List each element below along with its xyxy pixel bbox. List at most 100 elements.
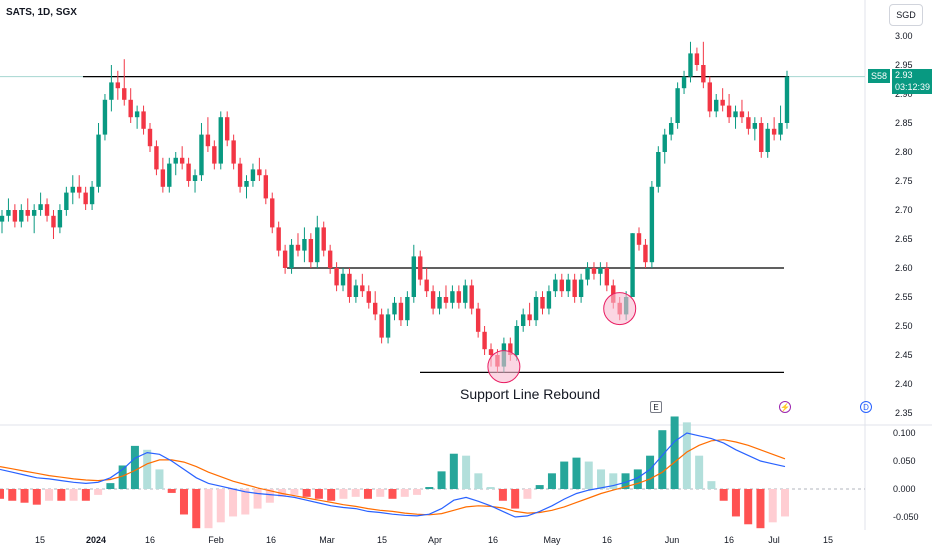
time-axis-tick: 2024	[86, 535, 106, 545]
macd-histogram-bar	[781, 489, 789, 517]
candle-body	[167, 163, 172, 187]
candle-body	[591, 268, 597, 274]
candle-body	[488, 349, 494, 355]
macd-histogram-bar	[327, 489, 336, 501]
candle-body	[96, 134, 101, 187]
time-axis-tick: Apr	[428, 535, 442, 545]
candle-body	[57, 210, 63, 228]
macd-histogram-bar	[621, 473, 630, 489]
candle-body	[83, 192, 88, 205]
candle-body	[514, 326, 519, 355]
candle-body	[205, 134, 211, 147]
candle-body	[51, 215, 56, 228]
macd-histogram-bar	[597, 469, 606, 489]
macd-histogram-bar	[425, 487, 434, 489]
price-axis-tick: 2.45	[895, 350, 913, 360]
macd-histogram-bar	[498, 489, 507, 501]
candle-body	[308, 239, 314, 263]
macd-histogram-bar	[143, 449, 152, 489]
price-axis-tick: 3.00	[895, 31, 913, 41]
last-price-box: 2.93 03:12:39	[892, 69, 932, 94]
macd-histogram-bar	[0, 489, 4, 499]
time-axis-tick: 16	[488, 535, 498, 545]
macd-histogram-bar	[69, 489, 78, 501]
candle-body	[681, 76, 687, 89]
candle-body	[6, 210, 11, 216]
candle-body	[0, 215, 5, 222]
highlight-circle	[603, 292, 637, 326]
macd-histogram-bar	[81, 489, 90, 501]
macd-histogram-bar	[314, 489, 323, 499]
dividend-event-marker[interactable]: D	[860, 401, 872, 413]
macd-histogram-bar	[682, 422, 691, 489]
macd-axis-tick: -0.050	[893, 512, 919, 522]
candle-body	[38, 204, 43, 210]
macd-histogram-bar	[363, 489, 372, 499]
currency-button[interactable]: SGD	[889, 4, 923, 26]
candle-body	[360, 285, 365, 292]
macd-histogram-bar	[241, 489, 250, 515]
candle-body	[469, 285, 474, 309]
macd-histogram-bar	[449, 453, 458, 489]
time-axis-tick: Feb	[208, 535, 224, 545]
earnings-event-marker[interactable]: E	[650, 401, 662, 413]
candle-body	[250, 169, 256, 181]
candle-body	[598, 268, 603, 274]
macd-histogram-bar	[756, 489, 765, 529]
macd-histogram-bar	[437, 471, 446, 489]
symbol-label: SATS, 1D, SGX	[6, 7, 77, 18]
macd-line	[0, 432, 786, 518]
macd-histogram-bar	[204, 489, 213, 529]
candle-body	[128, 99, 133, 118]
split-event-marker[interactable]: ⚡	[779, 401, 791, 413]
candle-body	[784, 76, 790, 123]
candle-body	[656, 152, 661, 187]
macd-axis-tick: 0.100	[893, 428, 916, 438]
time-axis-tick: 16	[602, 535, 612, 545]
price-axis-tick: 2.70	[895, 205, 913, 215]
time-axis-tick: 16	[145, 535, 155, 545]
candle-body	[372, 302, 378, 315]
candle-body	[19, 210, 24, 222]
macd-histogram-bar	[400, 489, 409, 497]
macd-histogram-bar	[376, 489, 385, 497]
candle-body	[604, 268, 610, 286]
candle-body	[25, 210, 30, 216]
macd-histogram-bar	[388, 489, 397, 499]
candle-body	[282, 250, 288, 268]
macd-histogram-bar	[731, 489, 740, 517]
macd-histogram-bar	[20, 489, 29, 503]
time-axis-tick: Jul	[768, 535, 780, 545]
macd-signal-line	[0, 439, 786, 516]
macd-histogram-bar	[8, 489, 17, 501]
candle-body	[160, 169, 166, 187]
candle-body	[231, 140, 236, 164]
candle-body	[578, 279, 584, 297]
candle-body	[31, 210, 37, 216]
candle-body	[77, 186, 82, 193]
macd-histogram-bar	[351, 489, 360, 497]
candle-body	[752, 123, 758, 129]
candle-body	[520, 314, 526, 326]
candle-body	[662, 134, 667, 152]
candle-body	[340, 273, 346, 286]
macd-histogram-bar	[106, 483, 115, 489]
candle-body	[559, 279, 564, 292]
candle-body	[643, 244, 648, 263]
macd-histogram-bar	[658, 430, 667, 489]
candle-body	[12, 210, 18, 222]
candle-body	[765, 128, 770, 152]
countdown-timer: 03:12:39	[895, 82, 931, 92]
macd-histogram-bar	[265, 489, 274, 503]
macd-histogram-bar	[560, 461, 569, 489]
macd-histogram-bar	[572, 457, 581, 489]
candle-body	[353, 285, 359, 297]
macd-histogram-bar	[695, 455, 704, 489]
support-rebound-annotation: Support Line Rebound	[460, 386, 601, 402]
candle-body	[527, 314, 532, 321]
macd-histogram-bar	[94, 489, 103, 495]
candle-body	[630, 233, 635, 297]
candle-body	[720, 99, 725, 106]
macd-histogram-bar	[130, 445, 139, 489]
